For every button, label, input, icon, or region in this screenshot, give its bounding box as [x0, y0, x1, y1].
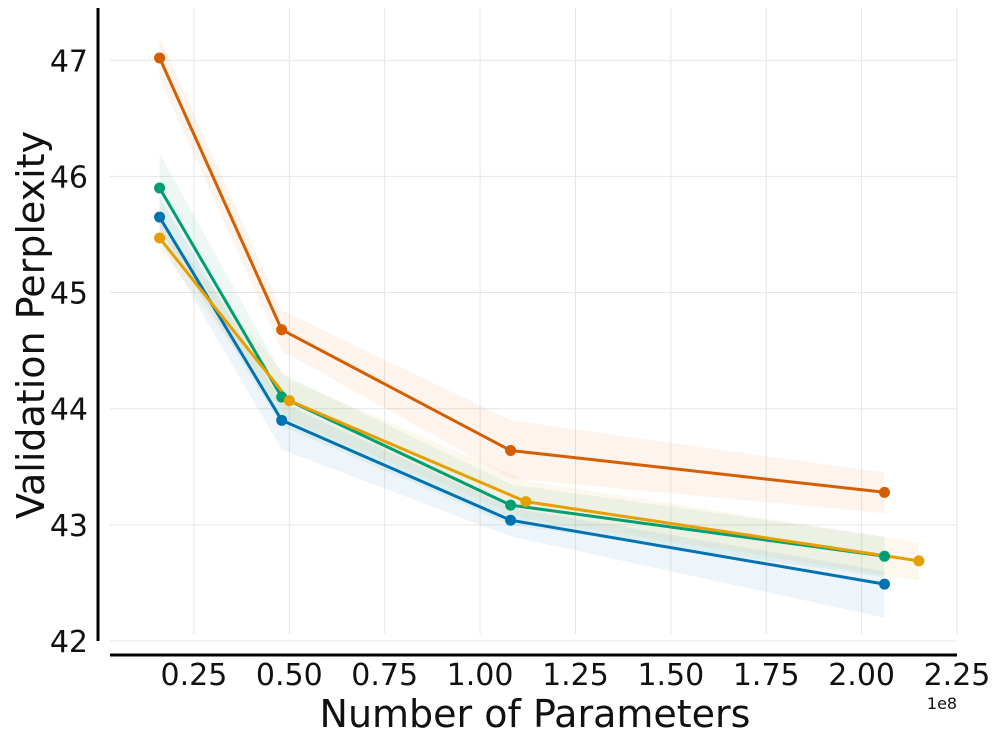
series-1-line — [158, 216, 885, 586]
x-tick-label: 0.25 — [161, 658, 228, 693]
grid — [110, 8, 958, 642]
series-2-band — [159, 153, 885, 578]
series-2-line — [158, 187, 885, 558]
series-4-point — [505, 445, 517, 457]
x-tick-label: 1.25 — [542, 658, 609, 693]
x-tick-labels: 0.25 0.50 0.75 1.00 1.25 1.50 1.75 2.00 2.25 — [161, 658, 991, 693]
series-points — [154, 52, 925, 590]
y-tick-label: 45 — [50, 277, 88, 312]
series-3-point — [913, 555, 925, 567]
series-1-point — [276, 414, 288, 426]
y-tick-label: 43 — [50, 509, 88, 544]
series-4-line — [158, 57, 885, 494]
series-2-point — [154, 182, 166, 194]
y-tick-label: 42 — [50, 625, 88, 660]
series-2-point — [505, 499, 517, 511]
x-tick-label: 1.00 — [447, 658, 514, 693]
x-tick-label: 1.50 — [637, 658, 704, 693]
x-tick-label: 0.50 — [256, 658, 323, 693]
y-tick-label: 44 — [50, 393, 88, 428]
y-tick-label: 46 — [50, 160, 88, 195]
series-4-band — [159, 37, 885, 514]
confidence-bands — [159, 37, 919, 618]
series-3-point — [283, 395, 295, 407]
x-tick-label: 2.00 — [828, 658, 895, 693]
y-axis-title: Validation Perplexity — [9, 131, 53, 519]
series-1-point — [505, 514, 517, 526]
axes — [96, 8, 957, 657]
series-4-point — [879, 486, 891, 498]
series-lines — [158, 57, 920, 586]
series-3-line — [158, 237, 920, 563]
x-tick-label: 1.75 — [733, 658, 800, 693]
series-2-point — [879, 550, 891, 562]
series-4-point — [154, 52, 166, 64]
x-axis-title: Number of Parameters — [320, 692, 751, 736]
x-axis-offset-label: 1e8 — [927, 694, 957, 713]
series-4-point — [276, 324, 288, 336]
series-3-point — [520, 496, 532, 508]
x-tick-label: 2.25 — [924, 658, 991, 693]
series-1-band — [159, 197, 885, 618]
series-3-point — [154, 232, 166, 244]
series-1-point — [879, 578, 891, 590]
x-tick-label: 0.75 — [351, 658, 418, 693]
y-tick-labels: 42 43 44 45 46 47 — [50, 44, 88, 660]
series-1-point — [154, 211, 166, 223]
y-tick-label: 47 — [50, 44, 88, 79]
